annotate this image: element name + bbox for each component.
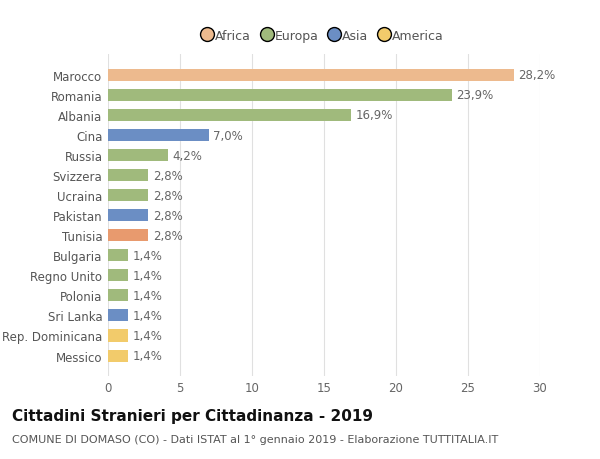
Text: 2,8%: 2,8% — [152, 229, 182, 242]
Bar — [108, 290, 128, 302]
Bar — [108, 190, 148, 202]
Bar — [108, 110, 352, 122]
Text: 1,4%: 1,4% — [133, 249, 163, 262]
Text: 1,4%: 1,4% — [133, 269, 163, 282]
Bar — [108, 150, 169, 162]
Bar — [108, 90, 452, 102]
Text: 1,4%: 1,4% — [133, 349, 163, 362]
Text: 4,2%: 4,2% — [173, 149, 203, 162]
Text: 28,2%: 28,2% — [518, 69, 556, 82]
Legend: Africa, Europa, Asia, America: Africa, Europa, Asia, America — [204, 29, 444, 42]
Text: 1,4%: 1,4% — [133, 309, 163, 322]
Text: 1,4%: 1,4% — [133, 329, 163, 342]
Bar — [108, 250, 128, 262]
Text: Cittadini Stranieri per Cittadinanza - 2019: Cittadini Stranieri per Cittadinanza - 2… — [12, 409, 373, 424]
Bar — [108, 130, 209, 142]
Text: 2,8%: 2,8% — [152, 169, 182, 182]
Bar — [108, 350, 128, 362]
Bar — [108, 170, 148, 182]
Bar — [108, 330, 128, 342]
Bar — [108, 210, 148, 222]
Text: 1,4%: 1,4% — [133, 289, 163, 302]
Text: 2,8%: 2,8% — [152, 209, 182, 222]
Bar — [108, 310, 128, 322]
Bar — [108, 70, 514, 82]
Text: 2,8%: 2,8% — [152, 189, 182, 202]
Bar — [108, 230, 148, 242]
Text: 16,9%: 16,9% — [356, 109, 393, 122]
Text: COMUNE DI DOMASO (CO) - Dati ISTAT al 1° gennaio 2019 - Elaborazione TUTTITALIA.: COMUNE DI DOMASO (CO) - Dati ISTAT al 1°… — [12, 434, 498, 444]
Bar — [108, 270, 128, 282]
Text: 7,0%: 7,0% — [213, 129, 243, 142]
Text: 23,9%: 23,9% — [457, 89, 494, 102]
